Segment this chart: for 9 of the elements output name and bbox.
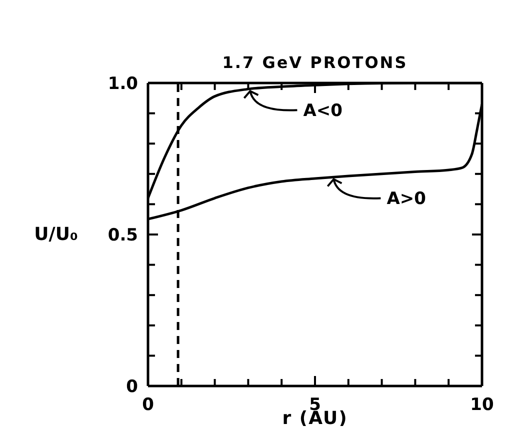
y-axis-title: U/U₀: [34, 224, 78, 245]
annotation: A>0: [386, 189, 426, 210]
y-tick-label: 1.0: [108, 74, 138, 94]
y-tick-label: 0: [126, 377, 138, 397]
x-tick-label: 10: [470, 395, 494, 415]
x-tick-label: 0: [142, 395, 154, 415]
annotation: A<0: [303, 101, 343, 122]
y-tick-label: 0.5: [108, 226, 138, 246]
chart-title: 1.7 GeV PROTONS: [222, 53, 408, 72]
